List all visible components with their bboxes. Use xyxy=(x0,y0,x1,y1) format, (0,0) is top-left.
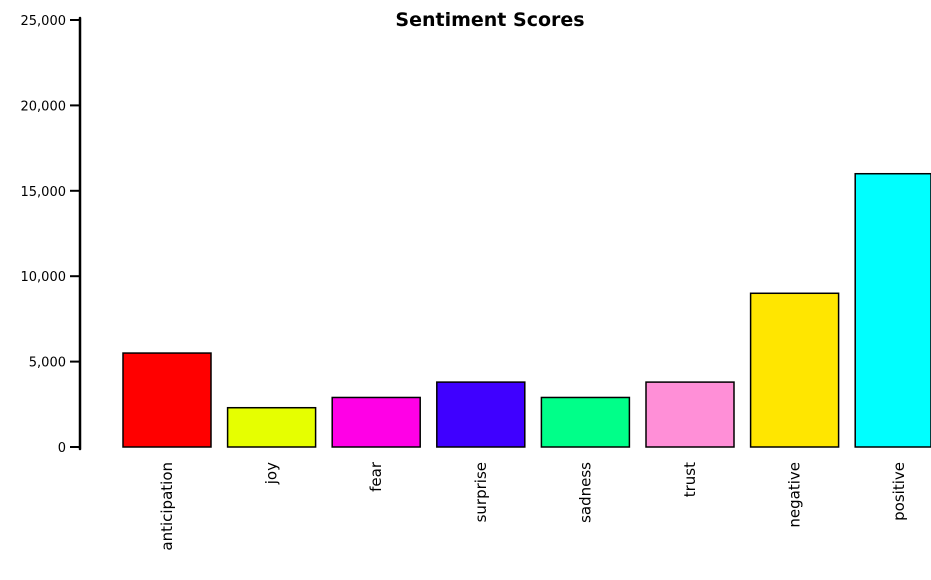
y-tick-label: 20,000 xyxy=(21,99,67,114)
y-tick-label: 15,000 xyxy=(21,185,67,200)
bar-joy xyxy=(226,406,317,448)
x-axis-labels: anticipation joy fear surprise sadness trust n… xyxy=(158,461,908,550)
bar-group xyxy=(122,172,931,448)
x-tick-label: trust xyxy=(681,462,699,497)
x-tick-label: surprise xyxy=(472,462,490,522)
y-tick-label: 25,000 xyxy=(21,14,67,29)
x-tick-label: positive xyxy=(890,462,908,521)
y-tick-label: 0 xyxy=(58,441,66,456)
x-tick-label: fear xyxy=(367,461,385,492)
bar-surprise xyxy=(436,381,526,448)
bar-negative xyxy=(749,292,840,448)
bar-anticipation xyxy=(122,352,212,448)
x-tick-label: negative xyxy=(786,462,804,528)
y-axis: 0 5,000 10,000 15,000 20,000 25,000 xyxy=(21,14,82,456)
bar-sadness xyxy=(540,396,631,448)
y-tick-label: 10,000 xyxy=(21,270,67,285)
bar-trust xyxy=(645,381,735,448)
bar-positive xyxy=(854,172,931,448)
x-tick-label: joy xyxy=(263,462,281,485)
y-tick-label: 5,000 xyxy=(29,356,66,371)
x-tick-label: anticipation xyxy=(158,462,176,551)
x-tick-label: sadness xyxy=(576,462,594,523)
bar-fear xyxy=(331,396,421,448)
chart-title: Sentiment Scores xyxy=(395,9,584,31)
